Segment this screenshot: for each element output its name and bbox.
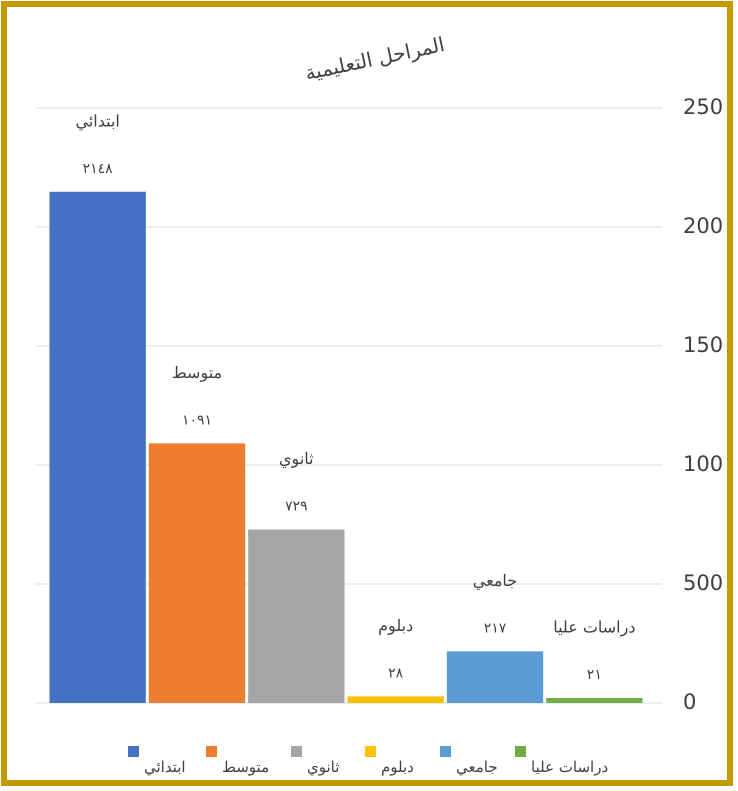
legend-swatch (128, 746, 139, 757)
data-label: ١٠٩١ (182, 412, 212, 428)
legend-label: متوسط (222, 758, 269, 776)
bar (49, 191, 146, 703)
legend-label: دراسات عليا (531, 758, 608, 776)
legend-label: دبلوم (381, 758, 414, 776)
bar (148, 443, 246, 703)
category-label: دراسات عليا (553, 618, 635, 637)
y-tick-label: 1000 (683, 452, 736, 476)
bar (546, 698, 643, 703)
y-axis: 0 500 1000 1500 2000 2500 (683, 95, 736, 714)
category-label: متوسط (172, 363, 222, 382)
data-label: ٢١٤٨ (83, 161, 114, 177)
y-tick-label: 2500 (683, 95, 736, 119)
data-label: ٧٢٩ (285, 498, 308, 514)
y-tick-label: 500 (683, 571, 723, 595)
bar (347, 696, 444, 703)
y-tick-label: 0 (683, 690, 696, 714)
data-label: ٢١ (587, 667, 602, 683)
legend-swatch (440, 746, 451, 757)
category-label: جامعي (473, 571, 517, 590)
legend-swatch (291, 746, 302, 757)
legend-label: ثانوي (307, 758, 339, 776)
legend-swatch (515, 746, 526, 757)
bar (248, 529, 345, 703)
y-tick-label: 1500 (683, 333, 736, 357)
category-label: دبلوم (378, 616, 413, 635)
legend-label: ابتدائي (144, 758, 186, 776)
category-label: ابتدائي (75, 111, 119, 130)
data-label: ٢١٧ (484, 620, 507, 636)
data-label: ٢٨ (388, 665, 404, 681)
category-label: ثانوي (279, 449, 314, 468)
y-tick-label: 2000 (683, 214, 736, 238)
legend-swatch (206, 746, 217, 757)
legend-swatch (365, 746, 376, 757)
legend-label: جامعي (456, 758, 498, 776)
bar (446, 651, 544, 703)
